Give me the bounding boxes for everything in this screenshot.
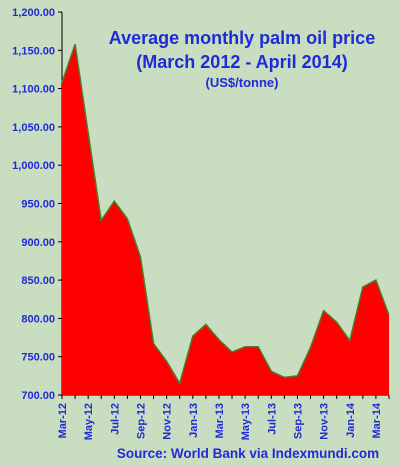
x-tick-label: May-12 [83,403,95,440]
y-tick-label: 1,200.00 [12,7,55,19]
x-tick-label: Mar-12 [57,403,69,438]
x-tick-label: Jul-12 [109,403,121,435]
y-tick-label: 1,150.00 [12,45,55,57]
y-tick-label: 900.00 [21,237,55,249]
y-tick-label: 700.00 [21,390,55,402]
x-tick-label: Jan-13 [188,403,200,438]
y-tick-label: 800.00 [21,313,55,325]
x-tick-label: Sep-13 [292,403,304,439]
x-tick-label: Mar-14 [371,402,383,438]
y-tick-label: 1,000.00 [12,160,55,172]
y-axis-ticks: 700.00 750.00 800.00 850.00 900.00 950.00 1,00… [12,7,62,402]
y-tick-label: 1,100.00 [12,84,55,96]
y-tick-label: 1,050.00 [12,122,55,134]
x-tick-label: May-13 [240,403,252,440]
price-area [62,44,389,395]
x-tick-label: Mar-13 [214,403,226,438]
x-axis-ticks: Mar-12 May-12 Jul-12 Sep-12 Nov-12 Jan-13 Mar-… [57,395,390,440]
y-tick-label: 950.00 [21,199,55,211]
x-tick-label: Nov-13 [319,403,331,440]
x-tick-label: Sep-12 [135,403,147,439]
x-tick-label: Nov-12 [162,403,174,440]
chart-title-line-2: (March 2012 - April 2014) [136,52,347,72]
source-note: Source: World Bank via Indexmundi.com [117,446,379,461]
x-tick-label: Jul-13 [266,403,278,435]
chart-subtitle: (US$/tonne) [206,75,279,90]
y-tick-label: 750.00 [21,352,55,364]
price-line [61,43,390,386]
x-tick-label: Jan-14 [345,402,357,438]
y-tick-label: 850.00 [21,275,55,287]
chart-title-line-1: Average monthly palm oil price [109,28,375,48]
